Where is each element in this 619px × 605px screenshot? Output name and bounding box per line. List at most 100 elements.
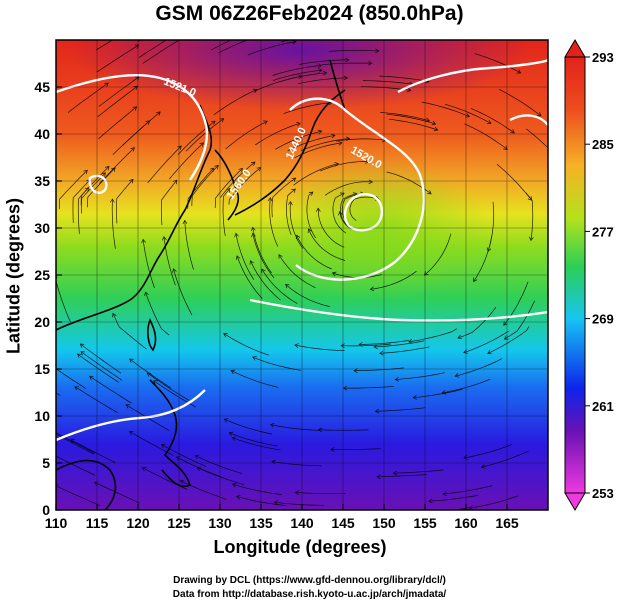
streamline-arrowhead <box>125 404 131 409</box>
streamline-arrowhead <box>132 106 138 111</box>
streamline <box>343 386 394 389</box>
streamline-arrowhead <box>296 121 301 127</box>
streamline <box>67 82 109 113</box>
streamline-arrowhead <box>537 112 542 117</box>
streamline <box>321 62 372 66</box>
streamline <box>370 271 417 290</box>
colorbar-bottom-arrow <box>564 492 586 511</box>
streamline <box>463 330 509 353</box>
x-tick-label: 150 <box>372 515 396 531</box>
contour-1521 <box>56 73 209 181</box>
streamline-arrowhead <box>79 343 85 348</box>
streamline-arrowhead <box>503 321 508 326</box>
streamline <box>379 75 430 82</box>
streamline <box>271 461 322 467</box>
contour-1560-west <box>56 389 206 442</box>
streamline <box>481 450 529 468</box>
streamline-arrowhead <box>559 159 563 163</box>
streamline-arrowhead <box>228 431 234 437</box>
streamline-arrowhead <box>88 375 94 380</box>
streamline <box>112 313 147 350</box>
streamline <box>138 40 168 58</box>
colorbar: 293 285 277 269 261 253 <box>564 39 614 511</box>
streamline <box>218 40 249 54</box>
streamline <box>87 167 116 208</box>
streamline <box>230 370 279 388</box>
streamline <box>444 103 492 124</box>
streamline-arrowhead <box>408 338 413 344</box>
streamline-arrowhead <box>70 439 75 444</box>
streamline <box>74 386 118 414</box>
streamline <box>184 220 194 270</box>
streamline <box>428 494 479 502</box>
contour-lines <box>56 58 548 442</box>
streamline <box>136 40 139 41</box>
streamline <box>252 233 275 279</box>
streamline <box>89 375 132 404</box>
streamline <box>272 65 322 76</box>
streamline-arrowhead <box>133 85 139 91</box>
streamline-arrowhead <box>318 68 323 73</box>
streamline-arrowhead <box>528 236 534 242</box>
y-axis-ticks: 0 5 10 15 20 25 30 35 40 45 <box>34 79 62 518</box>
streamline-arrowhead <box>101 172 106 177</box>
streamline-arrowhead <box>338 140 343 146</box>
streamline-arrowhead <box>129 178 134 184</box>
streamline <box>293 163 339 186</box>
streamline-arrowhead <box>182 219 188 225</box>
y-tick-label: 35 <box>34 173 50 189</box>
japan-coast <box>234 89 346 216</box>
streamline-arrowhead <box>223 418 229 423</box>
streamline-arrowhead <box>374 408 380 414</box>
streamline <box>219 161 256 198</box>
streamline-arrowhead <box>469 505 474 510</box>
streamline <box>376 474 427 478</box>
streamline <box>324 181 373 196</box>
streamline <box>180 480 227 500</box>
streamline-arrowhead <box>76 353 82 358</box>
y-tick-label: 15 <box>34 361 50 377</box>
y-tick-label: 25 <box>34 267 50 283</box>
streamline-arrowhead <box>230 369 236 375</box>
contour-south <box>249 298 548 322</box>
streamline <box>195 455 242 474</box>
streamline-arrowhead <box>80 351 86 356</box>
colorbar-tick-label: 269 <box>592 312 614 327</box>
x-tick-label: 120 <box>126 515 150 531</box>
streamline-arrowhead <box>238 168 243 173</box>
streamline <box>98 76 140 107</box>
streamline-arrowhead <box>270 422 275 428</box>
streamline-arrowhead <box>135 24 139 28</box>
streamline-arrowhead <box>141 238 146 244</box>
streamline <box>235 233 255 280</box>
streamline-arrowhead <box>394 377 400 382</box>
streamline-arrowhead <box>194 454 200 460</box>
coastlines <box>56 59 346 510</box>
streamline <box>443 485 493 495</box>
streamline <box>94 481 140 504</box>
streamline <box>228 167 261 205</box>
y-tick-label: 45 <box>34 79 50 95</box>
streamline <box>301 138 350 151</box>
streamline <box>59 169 88 210</box>
streamline <box>469 495 519 509</box>
streamline-arrowhead <box>223 333 228 338</box>
streamline-arrowhead <box>392 470 398 476</box>
taiwan-coast <box>147 318 157 352</box>
streamline <box>129 431 174 456</box>
streamline-arrowhead <box>480 464 486 469</box>
streamline-arrowhead <box>454 373 460 378</box>
y-tick-label: 40 <box>34 126 50 142</box>
streamline-arrowhead <box>160 443 166 449</box>
streamline <box>77 353 119 383</box>
streamline-arrowhead <box>196 466 202 472</box>
streamline-arrowhead <box>111 167 116 172</box>
streamline <box>236 255 263 299</box>
streamline <box>250 260 281 301</box>
x-tick-label: 145 <box>331 515 355 531</box>
streamline-arrowhead <box>232 482 237 488</box>
streamline-arrowhead <box>294 343 299 348</box>
streamline-arrowhead <box>172 268 177 273</box>
x-tick-label: 165 <box>495 515 519 531</box>
